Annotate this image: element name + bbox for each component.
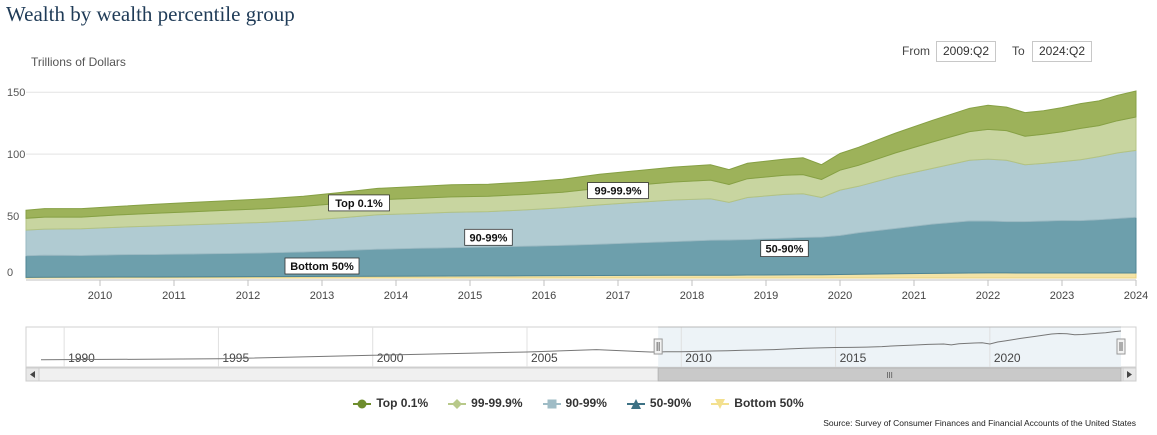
legend-label: 99-99.9% <box>471 396 523 410</box>
annotation-box <box>587 182 649 199</box>
navigator-left-handle[interactable] <box>653 338 663 355</box>
y-tick-label: 50 <box>7 211 19 223</box>
legend-diamond-icon <box>448 398 467 409</box>
x-tick-label: 2018 <box>680 290 704 302</box>
area-top-0-1[interactable] <box>25 90 1137 219</box>
legend-item-bottom-50[interactable]: Bottom 50% <box>711 396 804 410</box>
y-axis: 0 50 100 150 <box>7 87 25 279</box>
legend-item-top-0-1[interactable]: Top 0.1% <box>353 396 428 410</box>
area-series[interactable] <box>25 90 1137 279</box>
legend-item-99-99-9[interactable]: 99-99.9% <box>448 396 523 410</box>
handle-body[interactable] <box>653 338 663 355</box>
y-tick-label: 0 <box>7 267 13 279</box>
navigator-year-label: 1990 <box>68 351 95 365</box>
legend-label: Bottom 50% <box>734 396 804 410</box>
navigator-year-label: 2005 <box>531 351 558 365</box>
arrow-right-icon <box>1127 371 1132 378</box>
y-tick-label: 100 <box>7 149 25 161</box>
legend-triangle-down-icon <box>711 398 730 409</box>
legend-triangle-icon <box>626 398 645 409</box>
x-tick-label: 2014 <box>384 290 408 302</box>
navigator-scrollbar[interactable]: III <box>25 367 1137 382</box>
x-axis: 2010 2011 2012 2013 2014 2015 2016 2017 2018 2019… <box>26 279 1148 302</box>
annotation-90-99: 90-99% <box>464 228 513 246</box>
scrollbar-thumb[interactable] <box>657 367 1122 382</box>
x-tick-label: 2017 <box>606 290 630 302</box>
legend-square-icon <box>542 399 561 409</box>
x-tick-label: 2023 <box>1050 290 1074 302</box>
from-label: From <box>902 44 930 58</box>
legend-circle-icon <box>353 399 372 409</box>
y-tick-label: 150 <box>7 87 25 99</box>
legend-label: Top 0.1% <box>376 396 429 410</box>
navigator-year-label: 2000 <box>377 351 404 365</box>
scrollbar-grip: III <box>886 371 893 380</box>
source-note: Source: Survey of Consumer Finances and … <box>823 418 1136 428</box>
legend-label: 50-90% <box>649 396 692 410</box>
navigator-right-handle[interactable] <box>1116 338 1126 355</box>
legend-item-90-99[interactable]: 90-99% <box>542 396 607 410</box>
annotation-box <box>328 194 390 212</box>
legend: Top 0.1% 99-99.9% 90-99% 50-90% Bottom 50% <box>0 396 1157 410</box>
chart-title: Wealth by wealth percentile group <box>6 2 295 26</box>
annotation-50-90: 50-90% <box>760 240 809 257</box>
x-tick-label: 2013 <box>310 290 334 302</box>
annotation-label: 50-90% <box>766 244 804 256</box>
x-tick-label: 2012 <box>236 290 260 302</box>
legend-label: 90-99% <box>565 396 607 410</box>
x-tick-label: 2022 <box>976 290 1000 302</box>
navigator-series-line <box>40 330 1122 361</box>
handle-body[interactable] <box>1116 338 1126 355</box>
annotation-label: Bottom 50% <box>290 261 354 273</box>
annotation-box <box>464 228 513 246</box>
series-annotations: Top 0.1% 99-99.9% 90-99% 50-90% Bottom 50% <box>284 182 809 275</box>
navigator-year-label: 2020 <box>994 351 1021 365</box>
annotation-box <box>760 240 809 257</box>
navigator-selection[interactable] <box>658 327 1121 367</box>
annotation-top-0-1: Top 0.1% <box>328 194 390 212</box>
to-date-input[interactable]: 2024:Q2 <box>1032 41 1093 62</box>
navigator-year-label: 2010 <box>685 351 712 365</box>
x-tick-label: 2024 <box>1124 290 1148 302</box>
y-axis-label: Trillions of Dollars <box>31 55 126 69</box>
from-date-input[interactable]: 2009:Q2 <box>936 41 997 62</box>
navigator-year-label: 2015 <box>840 351 867 365</box>
annotation-label: 99-99.9% <box>594 186 641 198</box>
annotation-99-99-9: 99-99.9% <box>587 182 649 199</box>
to-label: To <box>1012 44 1025 58</box>
x-tick-label: 2011 <box>162 290 186 302</box>
x-tick-label: 2020 <box>828 290 852 302</box>
x-tick-label: 2010 <box>88 290 112 302</box>
legend-item-50-90[interactable]: 50-90% <box>626 396 692 410</box>
arrow-left-icon <box>30 371 35 378</box>
annotation-label: 90-99% <box>470 232 508 244</box>
x-tick-label: 2016 <box>532 290 556 302</box>
annotation-box <box>284 257 360 275</box>
annotation-label: Top 0.1% <box>335 198 383 210</box>
annotation-bottom-50: Bottom 50% <box>284 257 360 275</box>
x-tick-label: 2021 <box>902 290 926 302</box>
x-tick-label: 2015 <box>458 290 482 302</box>
x-tick-label: 2019 <box>754 290 778 302</box>
